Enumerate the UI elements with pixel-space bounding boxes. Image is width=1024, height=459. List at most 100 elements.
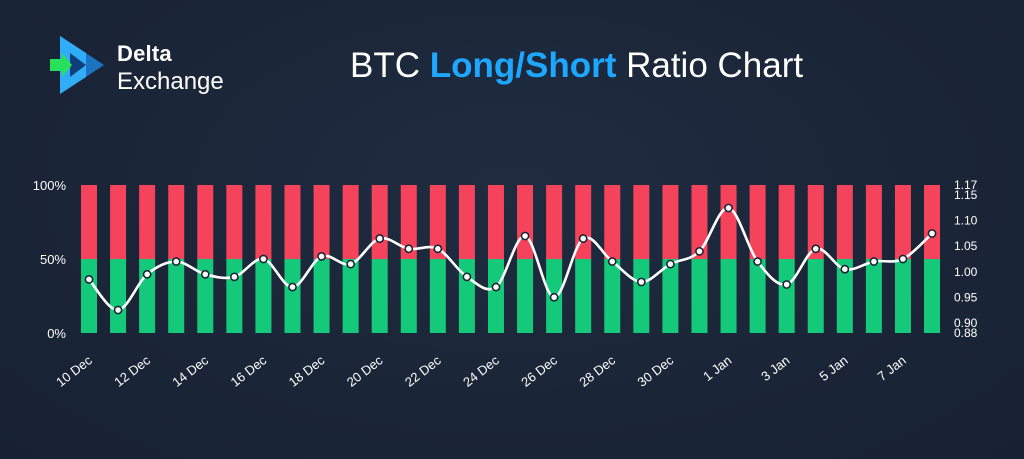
long-bar <box>487 259 504 333</box>
x-tick-label: 3 Jan <box>758 353 792 384</box>
x-tick-label: 7 Jan <box>875 353 909 384</box>
ratio-point <box>113 305 123 315</box>
long-bar <box>865 259 882 333</box>
short-bar <box>429 185 446 259</box>
long-bar <box>197 259 214 333</box>
title-part2: Ratio Chart <box>616 46 804 85</box>
long-bar <box>255 259 272 333</box>
ratio-point <box>666 259 675 269</box>
long-bar <box>894 259 911 333</box>
ratio-point <box>927 229 937 238</box>
long-bar <box>836 259 853 333</box>
long-bar <box>226 259 243 333</box>
short-bar <box>255 185 272 259</box>
long-bar <box>691 259 708 333</box>
long-bar <box>168 259 185 333</box>
short-bar <box>924 185 941 259</box>
short-bar <box>836 185 853 259</box>
ratio-point <box>433 244 443 254</box>
long-bar <box>371 259 388 333</box>
short-bar <box>691 185 708 259</box>
short-bar <box>139 185 156 259</box>
left-tick-label: 100% <box>33 178 67 193</box>
title-accent: Long/Short <box>429 46 617 85</box>
long-bar <box>458 259 475 333</box>
ratio-point <box>753 257 763 266</box>
ratio-point <box>898 254 908 264</box>
title-part1: BTC <box>350 46 430 85</box>
short-bar <box>749 185 766 259</box>
short-bar <box>778 185 795 259</box>
long-bar <box>604 259 621 333</box>
short-bar <box>226 185 243 259</box>
ratio-point <box>491 282 501 292</box>
brand-name-line1: Delta <box>117 41 172 66</box>
right-tick-label: 1.10 <box>954 214 978 228</box>
ratio-point <box>462 272 472 282</box>
ratio-line <box>87 206 934 312</box>
x-tick-label: 22 Dec <box>402 352 444 389</box>
right-tick-label: 1.15 <box>954 188 978 202</box>
ratio-point <box>695 246 704 256</box>
ratio-point <box>259 254 268 264</box>
ratio-point <box>142 269 152 279</box>
short-bar <box>197 185 214 259</box>
long-bar <box>313 259 330 333</box>
long-bar <box>517 259 534 333</box>
long-bar <box>400 259 417 333</box>
ratio-line-group <box>84 203 937 315</box>
short-bar <box>110 185 127 259</box>
ratio-point <box>578 234 588 243</box>
ratio-point <box>288 282 297 292</box>
long-bar <box>778 259 795 333</box>
short-bar <box>894 185 911 259</box>
x-tick-label: 26 Dec <box>518 352 560 389</box>
long-bar <box>633 259 650 333</box>
x-tick-label: 10 Dec <box>53 352 95 389</box>
ratio-point <box>724 203 733 213</box>
right-tick-label: 0.90 <box>954 316 978 330</box>
long-bar <box>575 259 592 333</box>
brand-logo: Delta Exchange <box>42 32 247 102</box>
short-bar <box>458 185 475 259</box>
short-bar <box>575 185 592 259</box>
left-tick-label: 50% <box>40 252 66 267</box>
short-bar <box>168 185 185 259</box>
right-tick-label: 1.00 <box>954 265 978 279</box>
long-bar <box>807 259 824 333</box>
long-bar <box>749 259 766 333</box>
long-bar <box>662 259 679 333</box>
short-bar <box>342 185 359 259</box>
ratio-point <box>869 257 879 266</box>
x-tick-label: 5 Jan <box>816 353 850 384</box>
green-arrow-icon <box>50 53 72 77</box>
short-bar <box>81 185 97 259</box>
long-bar <box>924 259 941 333</box>
delta-logo-icon <box>50 36 104 94</box>
ratio-point <box>346 259 356 269</box>
chart-title: BTC Long/Short Ratio Chart <box>350 46 803 86</box>
short-bar <box>720 185 737 259</box>
short-bar <box>865 185 882 259</box>
right-axis-ticks: 0.880.90 0.95 1.00 1.05 1.10 1.151.17 <box>954 178 978 340</box>
brand-name-line2: Exchange <box>117 68 224 95</box>
ratio-point <box>782 280 792 289</box>
left-axis-ticks: 0% 50% 100% <box>33 178 67 341</box>
short-bar <box>284 185 301 259</box>
long-bar <box>429 259 446 333</box>
ratio-point <box>520 231 530 241</box>
ratio-point <box>636 277 646 287</box>
long-bar <box>81 259 97 333</box>
long-bar <box>110 259 127 333</box>
long-bar <box>284 259 301 333</box>
ratio-point <box>549 292 559 302</box>
short-bar <box>807 185 824 259</box>
ratio-point <box>840 264 850 274</box>
x-tick-label: 30 Dec <box>635 352 677 389</box>
ratio-point <box>317 252 326 261</box>
right-tick-label: 1.05 <box>954 239 978 253</box>
ratio-point <box>375 234 385 243</box>
long-bar <box>342 259 359 333</box>
x-tick-label: 18 Dec <box>286 352 328 389</box>
